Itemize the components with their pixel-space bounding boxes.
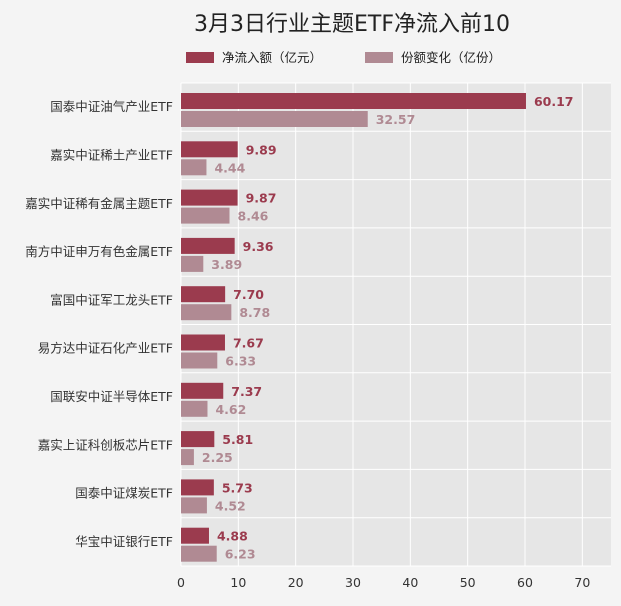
value-label: 2.25 xyxy=(202,450,233,465)
value-label: 8.46 xyxy=(238,209,269,224)
category-labels: 国泰中证油气产业ETF 嘉实中证稀土产业ETF 嘉实中证稀有金属主题ETF 南方中证申… xyxy=(25,99,173,549)
x-tick-label: 40 xyxy=(402,575,418,590)
category-label: 嘉实中证稀有金属主题ETF xyxy=(25,196,173,211)
chart-title: 3月3日行业主题ETF净流入前10 xyxy=(194,12,510,37)
value-label: 3.89 xyxy=(211,257,242,272)
bar xyxy=(181,545,217,562)
category-label: 华宝中证银行ETF xyxy=(75,534,173,549)
value-label: 4.62 xyxy=(215,402,246,417)
x-tick-label: 20 xyxy=(288,575,304,590)
value-label: 4.52 xyxy=(215,498,246,513)
value-label: 7.70 xyxy=(233,287,264,302)
value-label: 9.87 xyxy=(246,191,277,206)
category-label: 嘉实上证科创板芯片ETF xyxy=(38,437,173,452)
bar xyxy=(181,431,215,448)
bar xyxy=(181,479,214,496)
legend-swatch xyxy=(186,52,214,63)
bar xyxy=(181,527,209,544)
bar xyxy=(181,382,224,399)
value-label: 6.33 xyxy=(225,354,256,369)
bar xyxy=(181,497,207,514)
x-tick-label: 70 xyxy=(574,575,590,590)
legend-label: 份额变化（亿份） xyxy=(401,50,501,65)
value-label: 7.67 xyxy=(233,336,264,351)
category-label: 南方中证申万有色金属ETF xyxy=(25,244,173,259)
x-tick-label: 30 xyxy=(345,575,361,590)
value-label: 8.78 xyxy=(239,305,270,320)
category-label: 国泰中证煤炭ETF xyxy=(75,486,173,501)
x-tick-label: 60 xyxy=(517,575,533,590)
x-tick-label: 10 xyxy=(230,575,246,590)
bar xyxy=(181,352,218,369)
bar xyxy=(181,141,238,158)
bar xyxy=(181,304,232,321)
category-label: 国联安中证半导体ETF xyxy=(50,389,173,404)
value-label: 60.17 xyxy=(534,94,574,109)
bar xyxy=(181,334,225,351)
value-label: 9.89 xyxy=(246,142,277,157)
value-label: 6.23 xyxy=(225,547,256,562)
bar xyxy=(181,400,208,417)
bar xyxy=(181,207,230,224)
x-tick-label: 0 xyxy=(177,575,185,590)
category-label: 易方达中证石化产业ETF xyxy=(38,341,173,356)
value-label: 4.44 xyxy=(214,160,245,175)
value-label: 4.88 xyxy=(217,529,248,544)
value-label: 9.36 xyxy=(243,239,274,254)
value-label: 5.73 xyxy=(222,480,253,495)
value-label: 5.81 xyxy=(222,432,253,447)
bar xyxy=(181,93,526,109)
bar xyxy=(181,286,226,303)
category-label: 国泰中证油气产业ETF xyxy=(50,99,173,114)
legend-label: 净流入额（亿元） xyxy=(222,50,322,65)
bar xyxy=(181,159,207,176)
category-label: 富国中证军工龙头ETF xyxy=(50,292,173,307)
grid xyxy=(180,82,611,567)
value-label: 7.37 xyxy=(231,384,262,399)
value-label: 32.57 xyxy=(376,112,416,127)
category-label: 嘉实中证稀土产业ETF xyxy=(50,147,173,162)
x-axis-ticks: 0 10 20 30 40 50 60 70 xyxy=(177,575,590,590)
x-tick-label: 50 xyxy=(460,575,476,590)
bar xyxy=(181,189,238,206)
legend: 净流入额（亿元） 份额变化（亿份） xyxy=(186,50,501,65)
bar xyxy=(181,111,368,127)
legend-swatch xyxy=(365,52,393,63)
bar xyxy=(181,237,235,254)
bar xyxy=(181,449,194,466)
bars: 60.17 32.57 9.894.44 9.87 8.46 9.363.89 7.70 8.… xyxy=(181,93,574,562)
bar xyxy=(181,255,204,272)
